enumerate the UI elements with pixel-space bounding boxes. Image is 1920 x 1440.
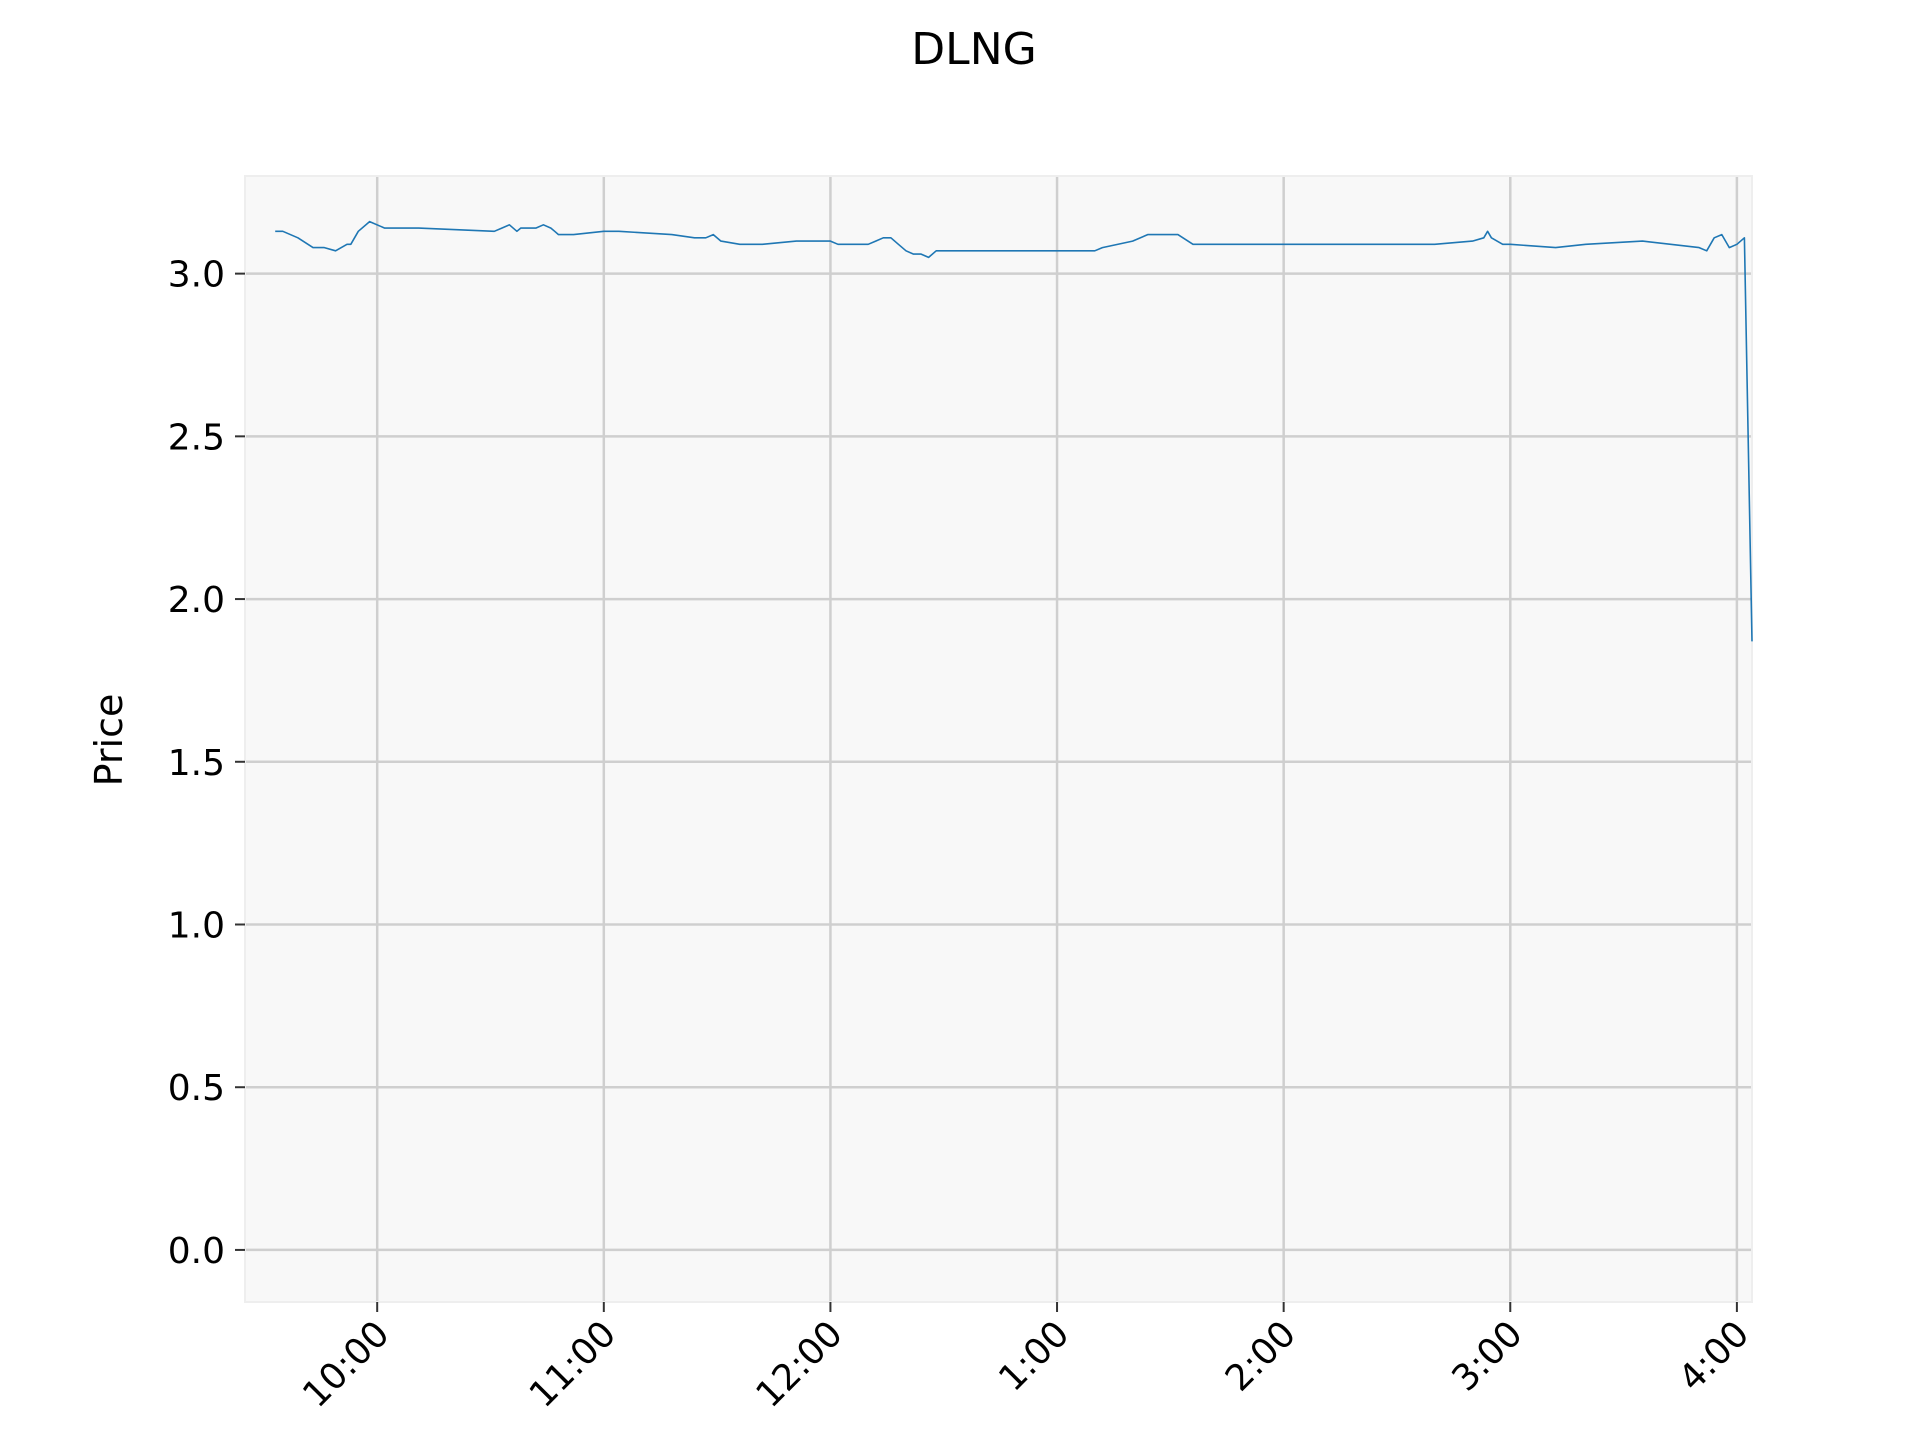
x-tick-label: 3:00 [1444, 1313, 1530, 1399]
grid-layer [245, 176, 1752, 1302]
y-tick-label: 1.5 [168, 743, 225, 784]
x-tick-label: 10:00 [295, 1313, 397, 1415]
y-tick-label: 2.0 [168, 580, 225, 621]
y-tick-label: 3.0 [168, 255, 225, 296]
x-tick-label: 11:00 [522, 1313, 624, 1415]
y-tick-label: 1.0 [168, 905, 225, 946]
price-series-line [275, 220, 1753, 642]
x-tick-label: 1:00 [991, 1313, 1077, 1399]
x-tick-label: 4:00 [1671, 1313, 1757, 1399]
y-axis-label: Price [87, 694, 131, 787]
y-tick-label: 2.5 [168, 417, 225, 458]
x-tick-label: 2:00 [1218, 1313, 1304, 1399]
chart-title: DLNG [911, 24, 1036, 75]
plot-area [245, 176, 1752, 1302]
y-tick-label: 0.5 [168, 1068, 225, 1109]
series-layer [275, 220, 1753, 642]
y-tick-label: 0.0 [168, 1231, 225, 1272]
x-tick-label: 12:00 [748, 1313, 850, 1415]
plot-frame [244, 175, 1753, 1303]
